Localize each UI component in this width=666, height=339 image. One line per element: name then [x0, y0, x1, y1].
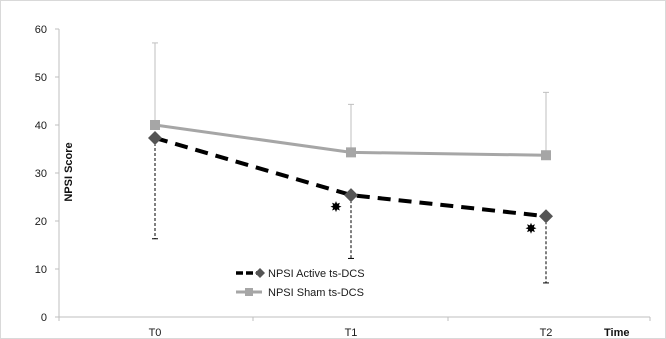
legend-active-marker [255, 268, 265, 278]
legend-sham-label: NPSI Sham ts-DCS [268, 287, 364, 299]
series-layer [148, 120, 553, 224]
active-series-line [154, 136, 547, 219]
legend-active-label: NPSI Active ts-DCS [268, 268, 365, 280]
x-tick-label: T2 [540, 327, 553, 339]
y-tick-label: 20 [35, 216, 47, 228]
sham-marker [346, 147, 356, 158]
y-tick-label: 50 [35, 72, 47, 84]
active-marker [539, 209, 553, 224]
axes-layer: 0 10 20 30 40 50 60 T0 T1 T2 [35, 24, 651, 339]
sham-marker [541, 150, 551, 161]
x-tick-label: T1 [345, 327, 358, 339]
error-bars-layer [152, 42, 549, 284]
sham-marker [150, 120, 160, 130]
x-tick-label: T0 [149, 327, 162, 339]
significance-star [330, 201, 342, 213]
y-tick-label: 0 [41, 312, 47, 324]
legend-sham-marker [245, 288, 253, 296]
x-axis-title: Time [604, 327, 629, 339]
y-tick-label: 10 [35, 264, 47, 276]
y-tick-label: 30 [35, 168, 47, 180]
active-marker [148, 130, 162, 145]
annotations-layer [330, 201, 537, 234]
active-marker [344, 188, 358, 203]
y-axis-title: NPSI Score [63, 142, 75, 201]
significance-star [525, 222, 537, 234]
y-tick-label: 40 [35, 120, 47, 132]
legend: NPSI Active ts-DCS NPSI Sham ts-DCS [236, 268, 365, 299]
y-tick-label: 60 [35, 24, 47, 36]
